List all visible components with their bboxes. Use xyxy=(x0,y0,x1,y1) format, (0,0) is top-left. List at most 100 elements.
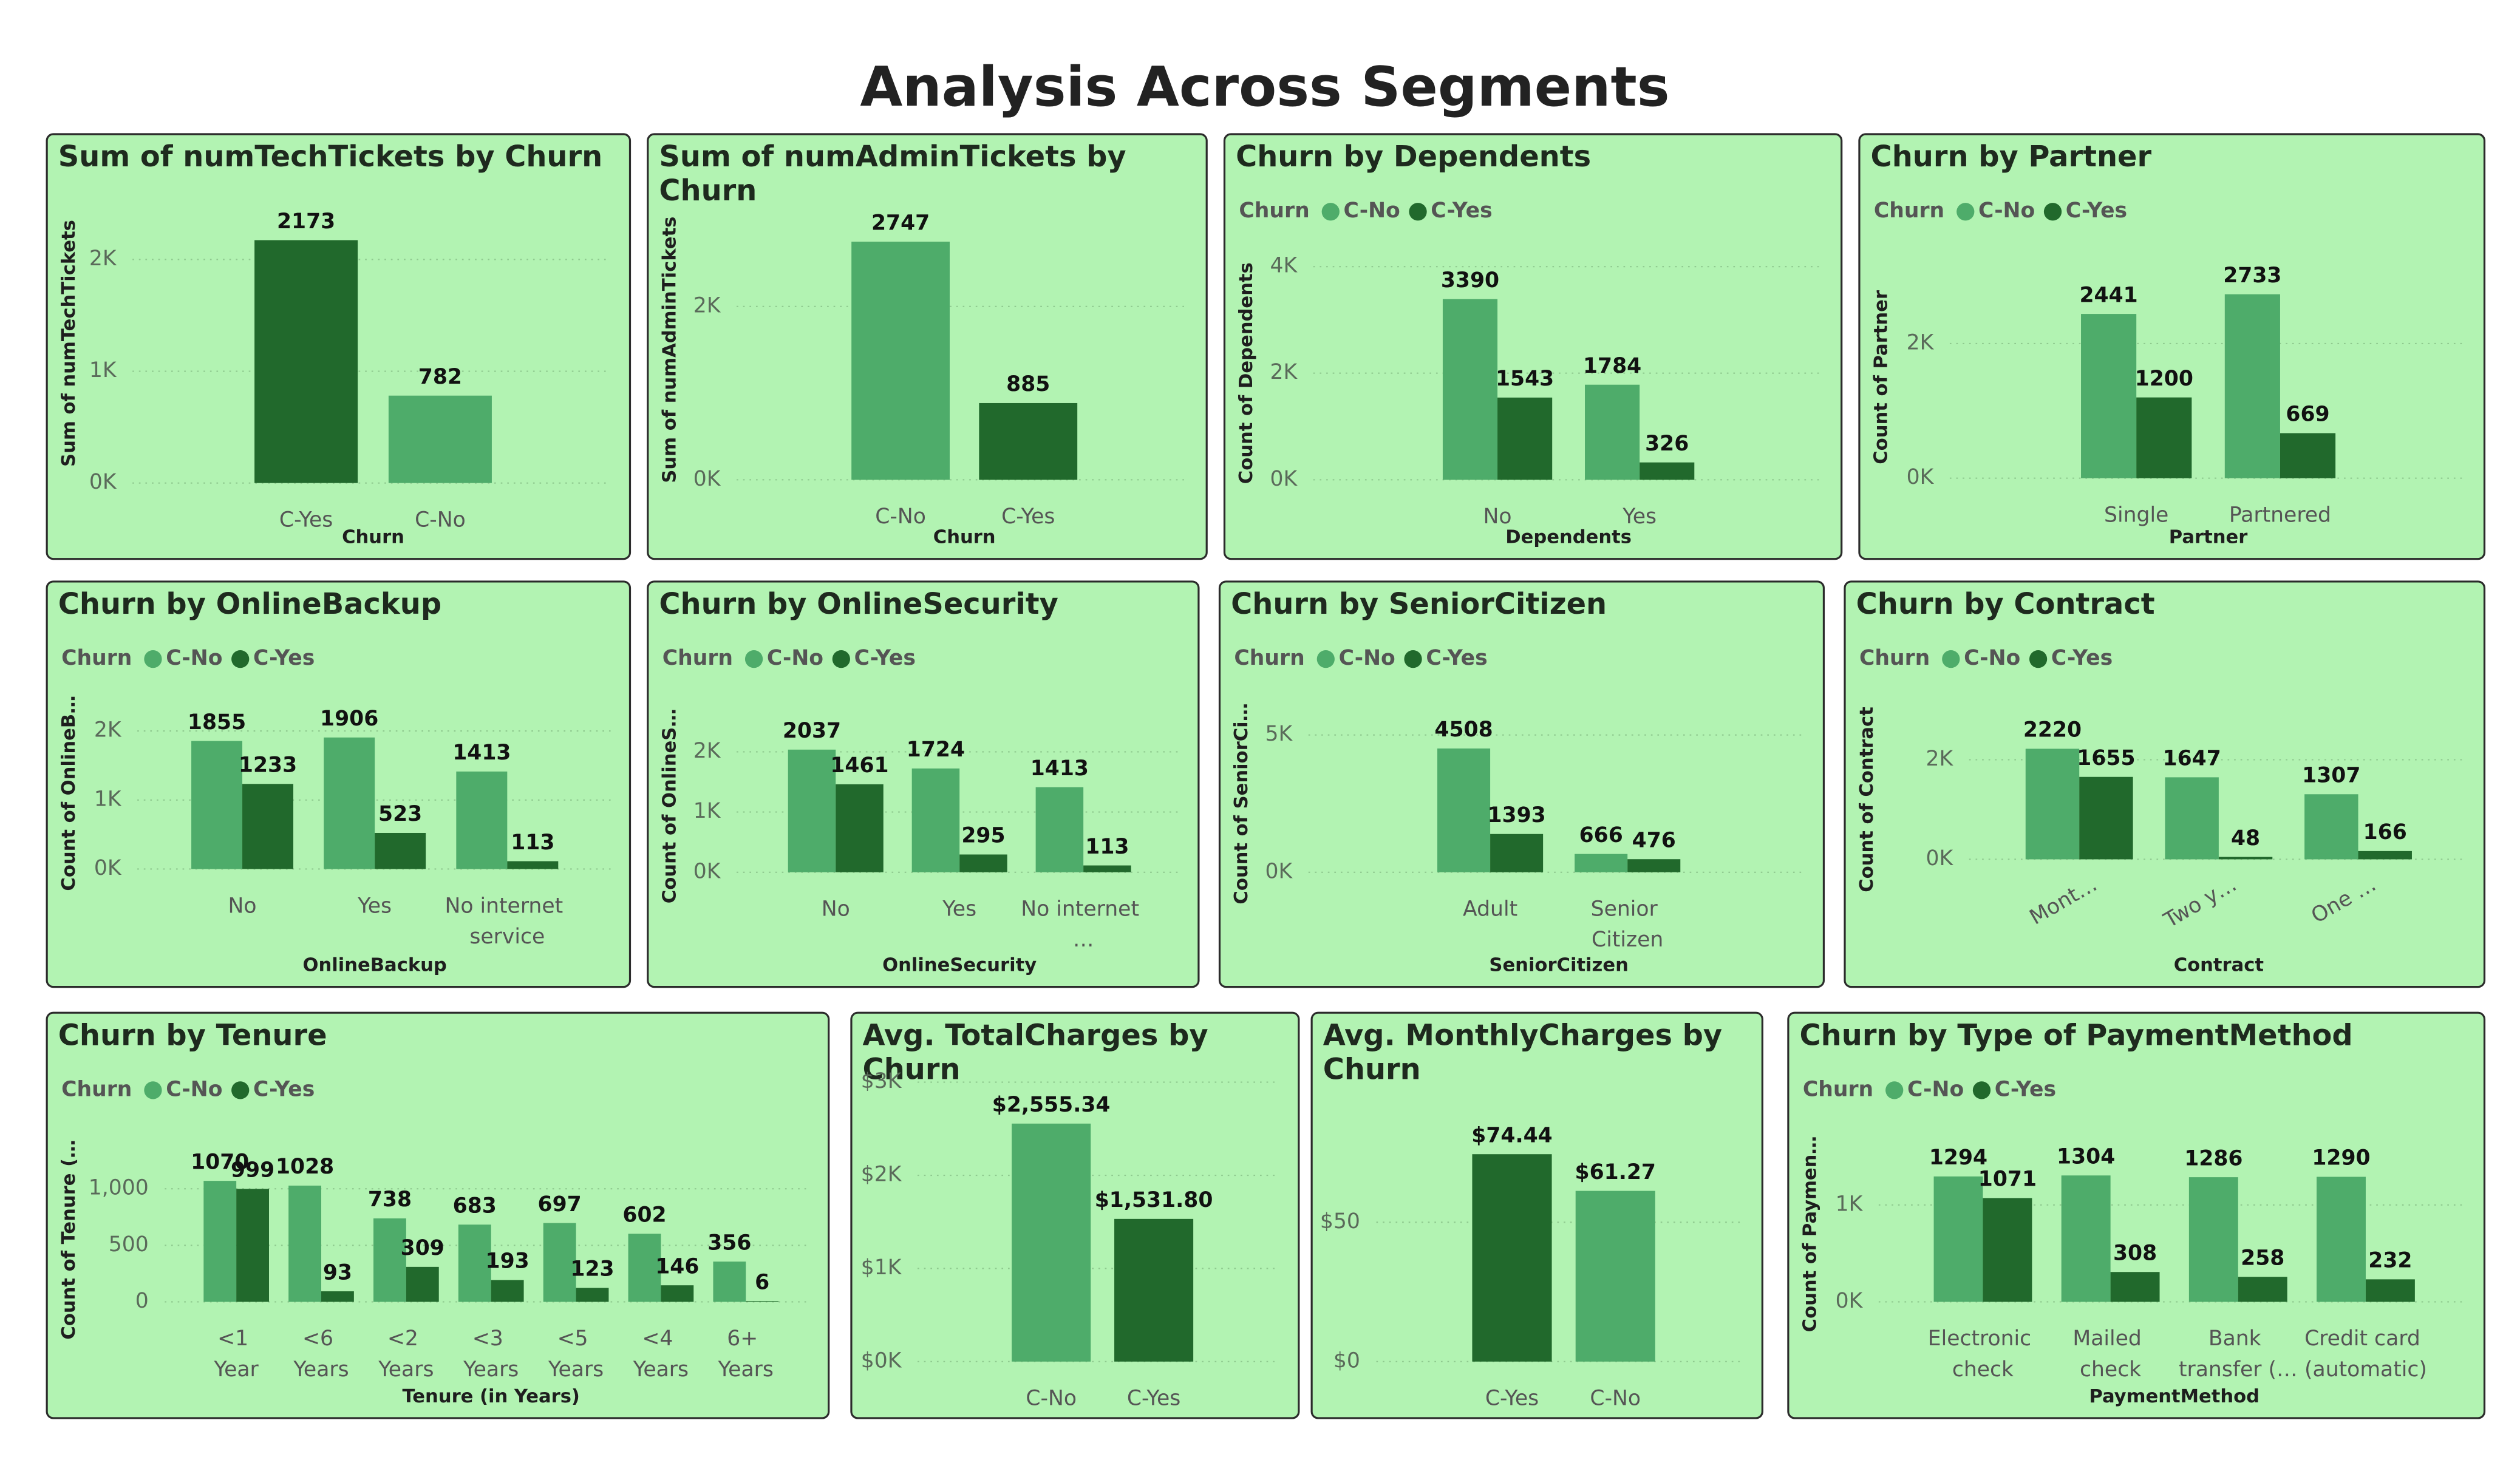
bar xyxy=(375,832,426,869)
x-tick-label: C-No xyxy=(875,504,926,529)
data-label: 1855 xyxy=(188,710,246,735)
bar xyxy=(491,1280,524,1302)
x-tick-label: Credit card (automatic) xyxy=(2304,1326,2427,1382)
panel-title: Avg. TotalCharges by Churn xyxy=(863,1019,1219,1086)
data-label: 123 xyxy=(570,1257,614,1282)
data-label: 1294 xyxy=(1929,1146,1987,1170)
legend-label: C-No xyxy=(166,1077,222,1101)
bar xyxy=(628,1234,661,1302)
x-tick-label: No xyxy=(228,894,257,918)
y-tick-label: 0 xyxy=(135,1289,149,1313)
data-label: 3390 xyxy=(1441,268,1499,293)
panel: Churn by Type of PaymentMethod Churn C-No C… xyxy=(1787,1011,2486,1419)
legend-marker xyxy=(744,650,763,668)
y-axis-title: Count of Dependents xyxy=(1236,262,1257,484)
panel: Avg. MonthlyCharges by Churn $0 $50 $74.44 C… xyxy=(1310,1011,1763,1419)
bar xyxy=(388,395,492,483)
data-label: 1290 xyxy=(2312,1146,2370,1170)
x-tick-label: C-Yes xyxy=(279,508,333,532)
data-label: 1413 xyxy=(1030,756,1089,781)
panel-title: Churn by OnlineBackup xyxy=(58,588,441,621)
y-tick-label: 0K xyxy=(1907,465,1935,489)
x-tick-label: C-Yes xyxy=(1127,1387,1180,1411)
bar xyxy=(458,1224,491,1302)
data-label: 1784 xyxy=(1583,354,1641,378)
data-label: 48 xyxy=(2231,826,2260,851)
data-label: 2747 xyxy=(871,211,930,235)
bar xyxy=(1012,1123,1091,1362)
bar xyxy=(1575,1190,1655,1362)
y-tick-label: 1K xyxy=(89,358,117,382)
panel-title: Churn by Tenure xyxy=(58,1019,327,1052)
x-tick-label: <2 Years xyxy=(378,1326,434,1382)
x-axis-title: Churn xyxy=(933,527,996,548)
x-tick-label: Single xyxy=(2104,503,2168,527)
bar xyxy=(288,1185,322,1302)
x-axis-title: OnlineBackup xyxy=(303,955,447,976)
x-tick-label: Bank transfer (… xyxy=(2179,1326,2298,1382)
bar xyxy=(2136,397,2192,478)
panel-title: Churn by SeniorCitizen xyxy=(1231,588,1607,621)
x-axis-title: Tenure (in Years) xyxy=(403,1386,580,1407)
x-axis-title: Contract xyxy=(2174,955,2264,976)
data-label: 232 xyxy=(2368,1249,2412,1273)
bar xyxy=(1114,1218,1194,1362)
data-label: 476 xyxy=(1632,828,1676,852)
bar xyxy=(2358,851,2412,860)
data-label: 295 xyxy=(961,824,1005,848)
data-label: $74.44 xyxy=(1471,1123,1552,1147)
x-tick-label: Partnered xyxy=(2229,503,2331,527)
x-tick-label: Mailed check xyxy=(2072,1326,2148,1382)
x-tick-label: 6+ Years xyxy=(718,1326,774,1382)
data-label: 308 xyxy=(2113,1241,2157,1265)
x-tick-label: C-No xyxy=(1590,1387,1641,1411)
data-label: 885 xyxy=(1006,372,1050,396)
legend-title: Churn xyxy=(61,1077,132,1101)
panel-background xyxy=(1858,133,2486,560)
data-label: 193 xyxy=(486,1249,530,1274)
x-tick-label: Senior Citizen xyxy=(1591,897,1664,953)
legend-marker xyxy=(231,650,250,668)
data-label: 1286 xyxy=(2184,1146,2242,1170)
bar xyxy=(242,784,294,869)
x-tick-label: Adult xyxy=(1463,897,1517,922)
y-tick-label: 0K xyxy=(1926,846,1954,871)
x-tick-label: <1 Year xyxy=(214,1326,259,1382)
data-label: 1070 xyxy=(191,1150,249,1174)
y-tick-label: 2K xyxy=(1926,747,1954,771)
x-axis-title: PaymentMethod xyxy=(2089,1386,2259,1407)
data-label: 6 xyxy=(755,1271,769,1295)
bar xyxy=(2365,1279,2415,1302)
y-tick-label: 4K xyxy=(1270,254,1298,278)
panel-background xyxy=(46,1011,830,1419)
legend-marker xyxy=(1321,203,1340,221)
y-axis-title: Count of SeniorCi… xyxy=(1231,703,1252,905)
x-tick-label: No xyxy=(822,897,850,922)
legend-label: C-No xyxy=(166,646,222,670)
x-tick-label: Electronic check xyxy=(1928,1326,2038,1382)
data-label: 356 xyxy=(707,1231,751,1255)
y-tick-label: 0K xyxy=(1836,1289,1864,1313)
data-label: 1393 xyxy=(1487,803,1545,827)
y-tick-label: 2K xyxy=(94,718,122,742)
bar xyxy=(2165,777,2219,860)
panel: Churn by Contract Churn C-No C-Yes Count of … xyxy=(1844,580,2486,988)
x-axis-title: Dependents xyxy=(1505,527,1632,548)
y-axis-title: Sum of numAdminTickets xyxy=(659,217,681,483)
bar xyxy=(2188,1177,2238,1302)
legend-label: C-Yes xyxy=(253,646,315,670)
bar xyxy=(1035,787,1084,872)
legend-label: C-Yes xyxy=(854,646,916,670)
legend-marker xyxy=(2043,203,2062,221)
y-tick-label: 1K xyxy=(1836,1192,1864,1216)
panel: Churn by Tenure Churn C-No C-Yes Count of Te… xyxy=(46,1011,830,1419)
bar xyxy=(2110,1272,2160,1302)
bar xyxy=(507,861,559,869)
y-tick-label: 2K xyxy=(1907,330,1935,355)
y-tick-label: 0K xyxy=(693,467,721,491)
bar xyxy=(2079,776,2133,860)
data-label: 1233 xyxy=(239,753,297,778)
x-tick-label: C-No xyxy=(1026,1387,1077,1411)
bar xyxy=(1983,1198,2032,1302)
